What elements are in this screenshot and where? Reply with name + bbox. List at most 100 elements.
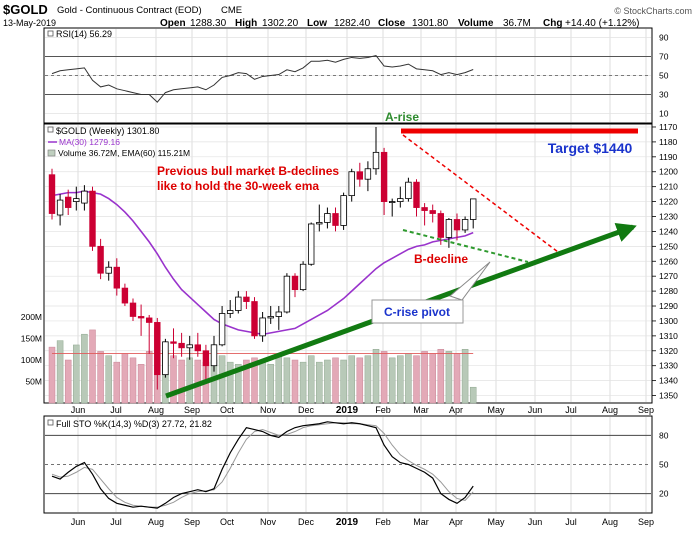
x-axis-label-bottom: Oct bbox=[220, 517, 235, 527]
candle bbox=[429, 204, 436, 223]
volume-bar bbox=[332, 357, 339, 404]
x-axis-label: Oct bbox=[220, 405, 235, 415]
volume-tick-label: 50M bbox=[25, 377, 42, 387]
candle bbox=[340, 192, 347, 230]
x-axis-label: Feb bbox=[375, 405, 391, 415]
x-axis-label: Aug bbox=[148, 405, 164, 415]
x-axis-label-bottom: 2019 bbox=[336, 517, 359, 528]
x-axis-labels: Jun Jun Jul Jul Aug Aug Sep Sep Oct Oct Nov Nov Dec D… bbox=[71, 405, 654, 528]
target-label: Target $1440 bbox=[548, 140, 633, 156]
candle bbox=[81, 185, 88, 211]
volume-bar bbox=[461, 349, 469, 404]
candle-body bbox=[437, 213, 444, 238]
candle-body bbox=[226, 310, 234, 314]
candle bbox=[348, 168, 355, 202]
candle-body bbox=[421, 207, 428, 211]
volume-bar bbox=[397, 355, 404, 404]
price-tick-label: 1210 bbox=[659, 182, 678, 192]
sto-layer bbox=[51, 421, 474, 509]
candle bbox=[218, 306, 226, 347]
candle bbox=[445, 217, 453, 248]
price-tick-label: 1340 bbox=[659, 376, 678, 386]
candle-body bbox=[97, 245, 104, 274]
price-tick-label: 1190 bbox=[659, 152, 678, 162]
candle-body bbox=[235, 296, 242, 311]
price-tick-label: 1180 bbox=[659, 137, 678, 147]
candle-body bbox=[56, 199, 64, 216]
candle bbox=[307, 222, 315, 266]
candle-body bbox=[251, 301, 258, 337]
x-axis-label-bottom: May bbox=[487, 517, 505, 527]
candle bbox=[113, 258, 120, 296]
candle-body bbox=[405, 181, 412, 199]
volume-bar bbox=[364, 355, 372, 404]
candle-body bbox=[113, 266, 120, 289]
header-chg-value: +14.40 (+1.12%) bbox=[565, 18, 640, 29]
volume-bar bbox=[372, 349, 380, 404]
candle bbox=[413, 179, 420, 217]
candle-body bbox=[291, 275, 299, 291]
x-axis-label: Sep bbox=[184, 405, 200, 415]
candle-body bbox=[445, 219, 453, 238]
header-date: 13-May-2019 bbox=[3, 18, 56, 28]
x-axis-label: Sep bbox=[638, 405, 654, 415]
candle-body bbox=[121, 287, 129, 304]
sto-legend: Full STO %K(14,3) %D(3) 27.72, 21.82 bbox=[47, 419, 212, 429]
price-tick-label: 1170 bbox=[659, 122, 678, 132]
volume-bar bbox=[340, 359, 347, 404]
note-line-2: like to hold the 30-week ema bbox=[157, 179, 319, 193]
volume-bar bbox=[267, 364, 274, 404]
x-axis-label: Nov bbox=[260, 405, 277, 415]
candle bbox=[243, 291, 250, 310]
candle bbox=[453, 213, 461, 241]
sto-legend-text: Full STO %K(14,3) %D(3) 27.72, 21.82 bbox=[56, 419, 212, 429]
candlesticks bbox=[48, 126, 477, 390]
rsi-tick-label: 70 bbox=[659, 52, 669, 62]
price-tick-label: 1230 bbox=[659, 212, 678, 222]
volume-bar bbox=[235, 364, 242, 404]
x-axis-label: Jul bbox=[565, 405, 577, 415]
volume-bar bbox=[113, 361, 121, 404]
volume-bar bbox=[445, 351, 453, 404]
candle-body bbox=[332, 213, 339, 226]
candle-body bbox=[364, 168, 372, 180]
candle bbox=[105, 261, 112, 281]
x-axis-label-bottom: Sep bbox=[638, 517, 654, 527]
candle-body bbox=[137, 316, 145, 319]
rsi-tick-label: 30 bbox=[659, 90, 669, 100]
candle-body bbox=[145, 317, 153, 323]
rsi-line bbox=[51, 54, 474, 103]
candle-body bbox=[170, 341, 177, 344]
candle bbox=[356, 162, 363, 187]
volume-bar bbox=[89, 329, 96, 404]
x-axis-label-bottom: Jun bbox=[71, 517, 86, 527]
volume-tick-label: 150M bbox=[21, 334, 42, 344]
header-exchange: CME bbox=[221, 5, 242, 16]
candle-body bbox=[275, 311, 282, 317]
volume-bar bbox=[316, 361, 323, 404]
volume-bar bbox=[56, 340, 64, 404]
header-open-value: 1288.30 bbox=[190, 18, 227, 29]
x-axis-label-bottom: Feb bbox=[375, 517, 391, 527]
volume-bar bbox=[129, 357, 137, 404]
candle bbox=[380, 147, 388, 216]
support-trendline bbox=[402, 229, 529, 263]
price-tick-label: 1220 bbox=[659, 197, 678, 207]
volume-bar bbox=[105, 355, 112, 404]
candle bbox=[162, 338, 169, 378]
candle-body bbox=[461, 219, 469, 231]
volume-bar bbox=[275, 355, 283, 404]
candle bbox=[97, 238, 104, 280]
volume-bar bbox=[218, 355, 226, 404]
candle bbox=[275, 306, 282, 330]
candle bbox=[372, 126, 380, 175]
volume-bar bbox=[178, 359, 185, 404]
sto-tick-label: 80 bbox=[659, 430, 669, 440]
x-axis-label-bottom: Aug bbox=[148, 517, 164, 527]
x-axis-label: Dec bbox=[298, 405, 315, 415]
candle-body bbox=[340, 195, 347, 226]
candle bbox=[137, 304, 145, 336]
candle bbox=[226, 300, 234, 318]
candle-body bbox=[307, 223, 315, 265]
candle-body bbox=[105, 266, 112, 274]
